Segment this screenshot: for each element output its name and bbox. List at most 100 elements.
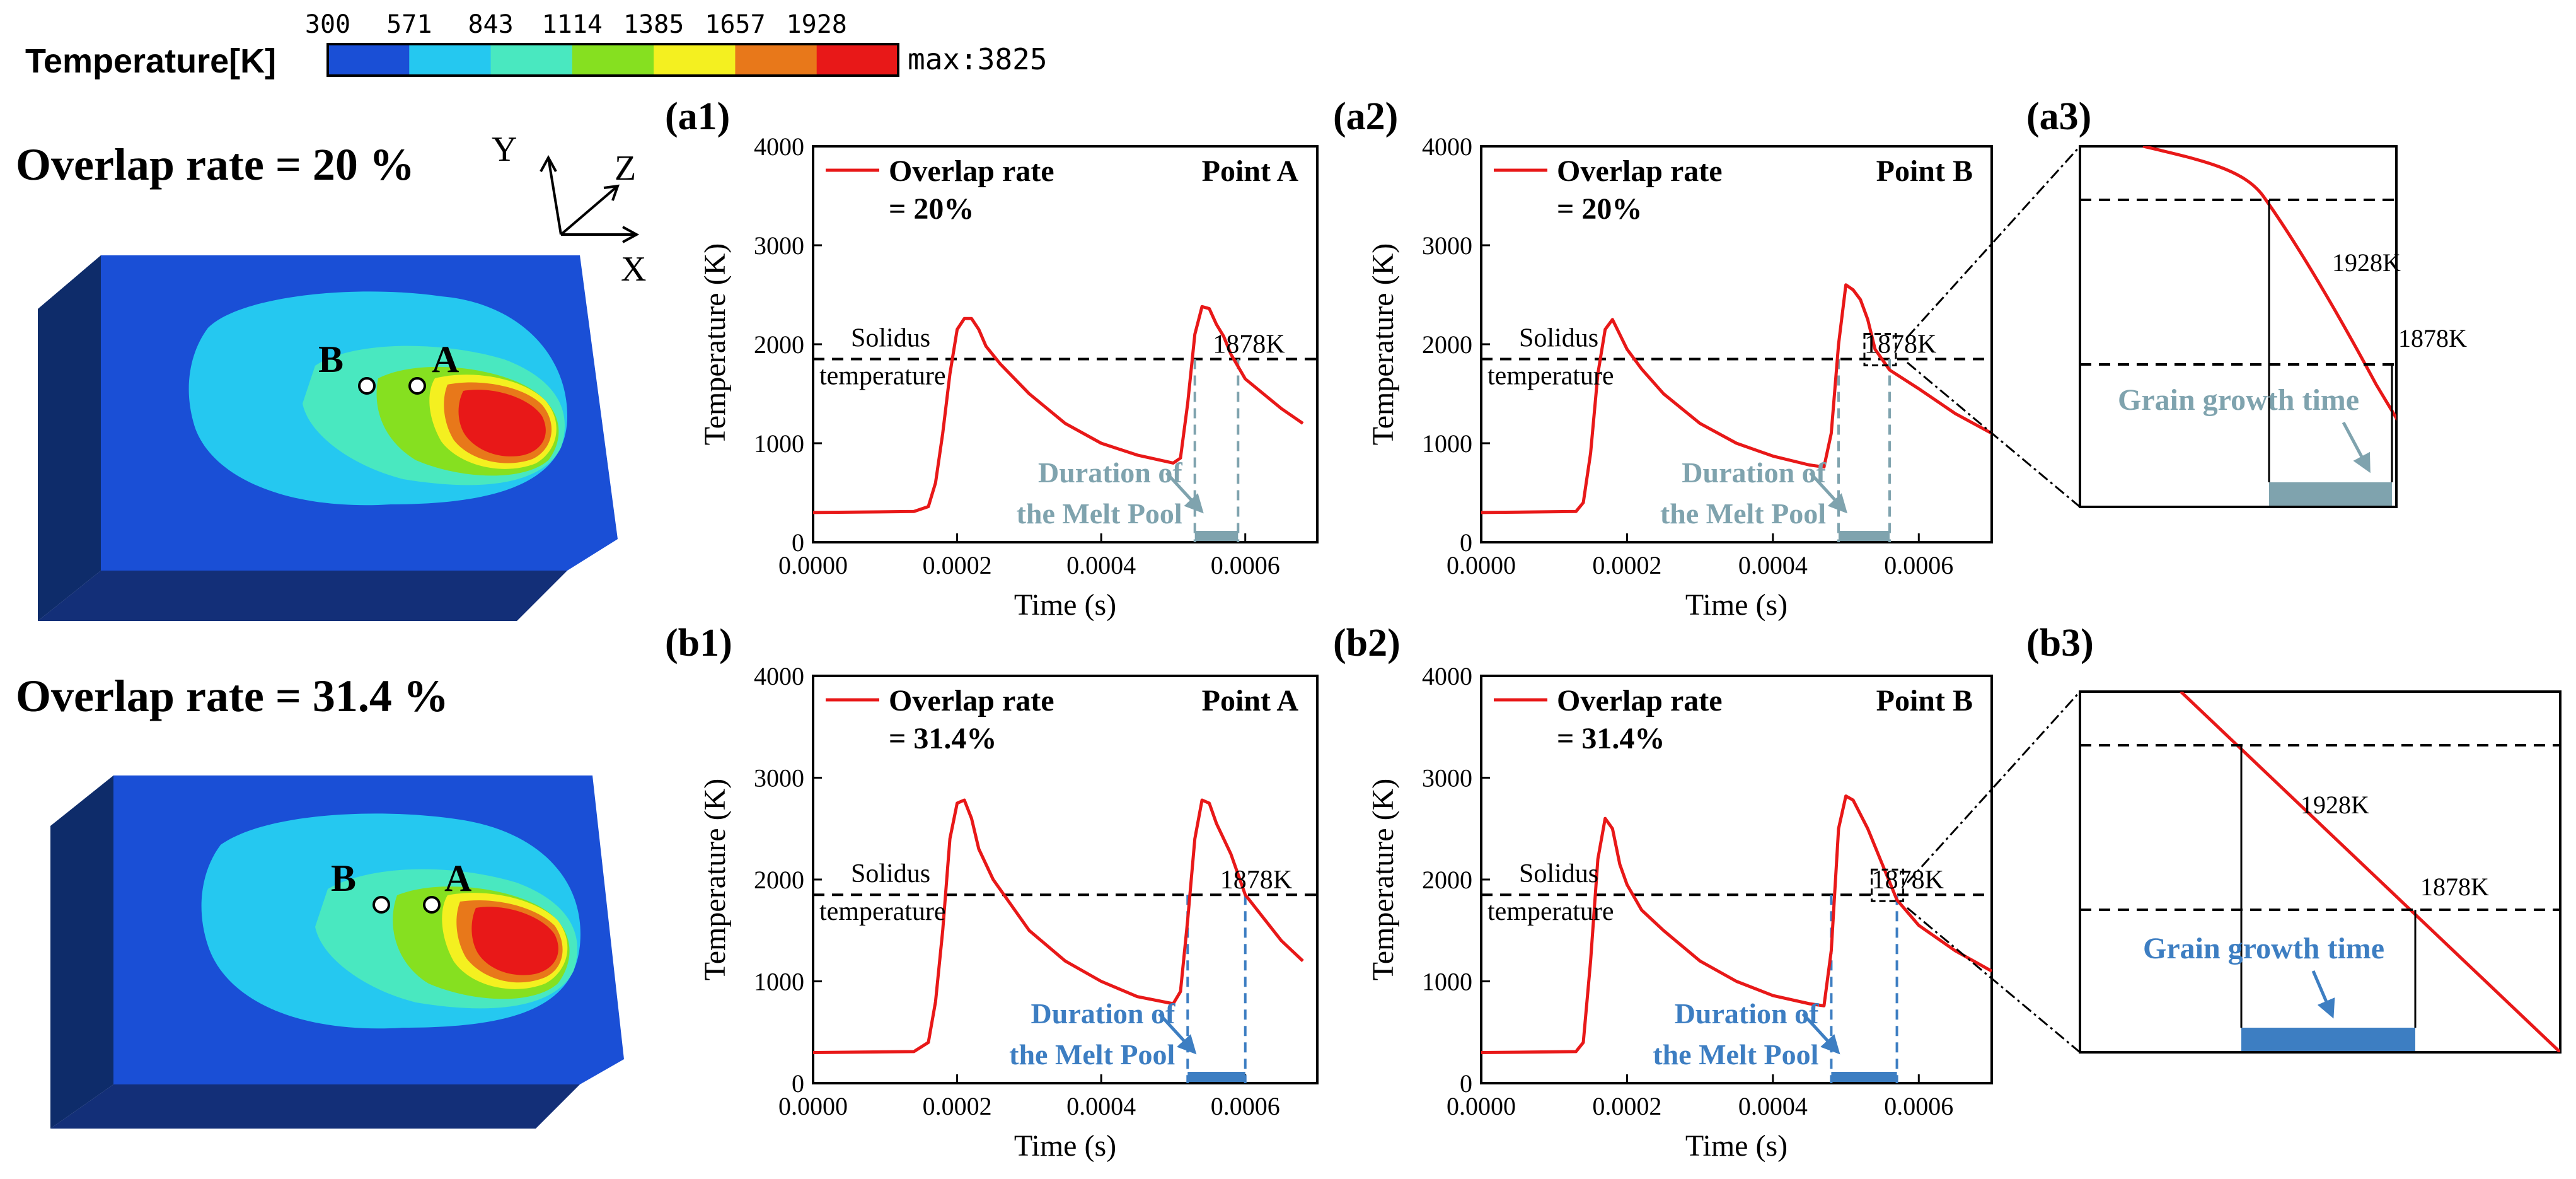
point-b-label-20: B [318, 339, 344, 380]
solidus-label-2: temperature [1487, 897, 1614, 926]
panel-label-a3: (a3) [2026, 95, 2091, 138]
zoom-curve-b3 [2180, 692, 2560, 1052]
colorbar-ticks: 300 571 843 1114 1385 1657 1928 [305, 10, 847, 39]
point-a-label-20: A [432, 339, 459, 380]
colorbar: Temperature[K] 300 571 843 1114 1385 1657 1928… [25, 10, 1048, 80]
threshold-label: 1878K [1220, 866, 1292, 895]
duration-arrow [1801, 1013, 1840, 1055]
melt-pool-render-31: B A [50, 775, 624, 1129]
zoom-region-box [1863, 333, 1897, 367]
colorbar-swatches [328, 44, 899, 76]
zoom-connector-b3-bottom [1907, 907, 2081, 1054]
point-b-label-31: B [331, 857, 356, 899]
x-axis-title: Time (s) [1685, 588, 1788, 622]
panel-label-b1: (b1) [665, 622, 732, 665]
zoom-label-1878-b3: 1878K [2420, 873, 2489, 901]
threshold-label: 1878K [1213, 330, 1285, 359]
solidus-label-2: temperature [819, 362, 946, 391]
zoom-connector-a3-top [1906, 145, 2081, 339]
legend-label: Overlap rate [1557, 154, 1723, 188]
temperature-series [1481, 283, 1993, 514]
point-b-marker-31 [373, 896, 390, 914]
y-axis-label: Y [492, 130, 517, 169]
legend-label: Overlap rate [889, 154, 1054, 188]
point-a-label-31: A [444, 857, 471, 899]
y-tick-label: 0 [792, 1069, 804, 1098]
y-axis-title: Temperature (K) [1366, 243, 1400, 445]
duration-label-2: the Melt Pool [1017, 497, 1182, 530]
x-tick-label: 0.0006 [1884, 551, 1953, 579]
duration-arrow [1809, 472, 1848, 514]
x-axis-title: Time (s) [1014, 1129, 1116, 1163]
z-axis-label: Z [615, 149, 636, 188]
y-axis-title: Temperature (K) [698, 779, 732, 980]
colorbar-title: Temperature[K] [25, 42, 276, 80]
colorbar-swatch [654, 44, 736, 76]
grain-growth-bar-b3 [2241, 1028, 2415, 1051]
x-axis-title: Time (s) [1014, 588, 1116, 622]
colorbar-tick-label: 1114 [542, 10, 603, 39]
chart-a1: (a1) 0 1000 2000 3000 4000 0.0000 0.0002 0.0004 0… [665, 95, 1319, 622]
legend-label: Overlap rate [1557, 684, 1723, 717]
colorbar-tick-label: 843 [468, 10, 513, 39]
temperature-series [812, 798, 1304, 1054]
melt-duration-bar [1194, 531, 1239, 541]
y-tick-label: 2000 [754, 330, 804, 359]
zoom-frame-b3 [2079, 690, 2562, 1054]
y-tick-label: 3000 [754, 764, 804, 793]
legend-label: Overlap rate [889, 684, 1054, 717]
chart-a2: (a2) 0 1000 2000 3000 4000 0.0000 0.0002 0.0004 0… [1333, 95, 1993, 622]
melt-duration-bar [1187, 1072, 1245, 1082]
x-tick-label: 0.0000 [778, 551, 848, 579]
solidus-label: Solidus [1519, 324, 1598, 353]
axes-gizmo: Y Z X [492, 130, 646, 289]
temperature-series [1481, 794, 1993, 1054]
colorbar-tick-label: 1928 [787, 10, 847, 39]
panel-label-b3: (b3) [2026, 622, 2094, 665]
temperature-series [812, 305, 1304, 514]
z-axis-arrow [560, 185, 619, 236]
y-tick-label: 3000 [1422, 764, 1472, 793]
colorbar-swatch [572, 44, 654, 76]
x-tick-label: 0.0004 [1066, 551, 1136, 579]
x-tick-label: 0.0004 [1738, 1092, 1808, 1120]
y-tick-label: 1000 [1422, 968, 1472, 996]
y-tick-label: 2000 [1422, 330, 1472, 359]
y-tick-label: 4000 [754, 132, 804, 161]
y-tick-label: 4000 [1422, 132, 1472, 161]
colorbar-swatch [816, 44, 899, 76]
zoom-caption-a3: Grain growth time [2118, 383, 2359, 417]
y-tick-label: 0 [1460, 1069, 1472, 1098]
overlap-title-20: Overlap rate = 20 % [16, 139, 415, 190]
y-tick-label: 1000 [1422, 429, 1472, 458]
temperature-charts: (a1) 0 1000 2000 3000 4000 0.0000 0.0002 0.0004 0… [665, 95, 1993, 1163]
x-tick-label: 0.0002 [923, 1092, 992, 1120]
panel-label-b2: (b2) [1333, 622, 1401, 665]
duration-arrow [1165, 472, 1204, 514]
x-tick-label: 0.0000 [1447, 1092, 1516, 1120]
colorbar-tick-label: 1657 [705, 10, 765, 39]
zoom-arrow-a3 [2342, 421, 2371, 473]
zoom-region-box [1871, 868, 1905, 902]
y-tick-label: 3000 [754, 231, 804, 260]
point-label: Point B [1876, 154, 1973, 188]
chart-b2: (b2) 0 1000 2000 3000 4000 0.0000 0.0002 0.0004 0… [1333, 622, 1993, 1163]
solidus-label-2: temperature [819, 897, 946, 926]
x-tick-label: 0.0002 [923, 551, 992, 579]
x-tick-label: 0.0002 [1592, 1092, 1661, 1120]
colorbar-max: max:3825 [908, 42, 1048, 76]
panel-label-a1: (a1) [665, 95, 730, 138]
point-b-marker-20 [358, 377, 376, 395]
colorbar-frame [326, 43, 899, 77]
y-tick-label: 4000 [754, 662, 804, 690]
zoom-label-1878-a3: 1878K [2398, 324, 2467, 352]
x-tick-label: 0.0004 [1066, 1092, 1136, 1120]
zoom-arrow-b3 [2311, 970, 2335, 1019]
duration-label: Duration of [1038, 456, 1182, 489]
duration-label: Duration of [1031, 997, 1175, 1030]
x-axis-title: Time (s) [1685, 1129, 1788, 1163]
zoom-panel-a3: (a3) 1928K 1878K Grain growth time [1906, 95, 2467, 508]
zoom-connector-a3-bottom [1907, 361, 2081, 508]
x-tick-label: 0.0002 [1592, 551, 1661, 579]
colorbar-tick-label: 1385 [623, 10, 684, 39]
